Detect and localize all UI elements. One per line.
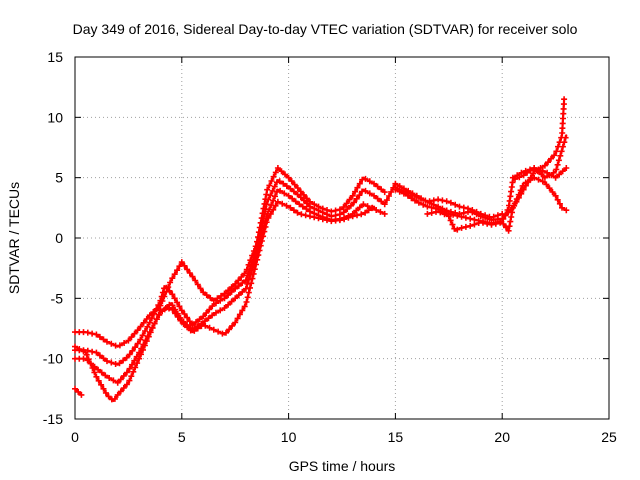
- plus-markers: [424, 174, 570, 234]
- y-tick-label: 15: [47, 49, 63, 65]
- y-tick-label: -5: [51, 290, 64, 306]
- y-tick-label: 5: [55, 170, 63, 186]
- y-tick-label: -15: [43, 411, 63, 427]
- series-track-9: [509, 134, 569, 181]
- y-tick-label: -10: [43, 351, 63, 367]
- chart-title: Day 349 of 2016, Sidereal Day-to-day VTE…: [73, 21, 578, 37]
- data-series: [72, 96, 570, 403]
- x-tick-label: 0: [71, 429, 79, 445]
- series-line: [73, 166, 386, 348]
- series-track-2: [72, 178, 506, 367]
- x-tick-label: 10: [281, 429, 297, 445]
- x-tick-label: 15: [388, 429, 404, 445]
- x-tick-label: 25: [601, 429, 617, 445]
- x-axis-label: GPS time / hours: [289, 458, 396, 474]
- y-axis-label: SDTVAR / TECUs: [6, 182, 22, 294]
- grid-lines: [75, 57, 609, 419]
- y-tick-labels: -15 -10 -5 0 5 10 15: [43, 49, 63, 427]
- plus-markers: [72, 198, 376, 403]
- axis-ticks: [74, 56, 610, 420]
- series-track-5: [72, 385, 85, 398]
- y-tick-label: 10: [47, 109, 63, 125]
- x-tick-label: 20: [494, 429, 510, 445]
- x-tick-labels: 0 5 10 15 20 25: [71, 429, 617, 445]
- series-track-4: [72, 198, 376, 403]
- plus-markers: [72, 385, 85, 398]
- series-track-1: [72, 165, 388, 349]
- plus-markers: [72, 165, 388, 349]
- y-tick-label: 0: [55, 230, 63, 246]
- series-line: [426, 176, 568, 232]
- series-track-8: [424, 174, 570, 234]
- series-line: [73, 200, 376, 402]
- plus-markers: [72, 178, 506, 367]
- plus-markers: [509, 134, 569, 181]
- x-tick-label: 5: [178, 429, 186, 445]
